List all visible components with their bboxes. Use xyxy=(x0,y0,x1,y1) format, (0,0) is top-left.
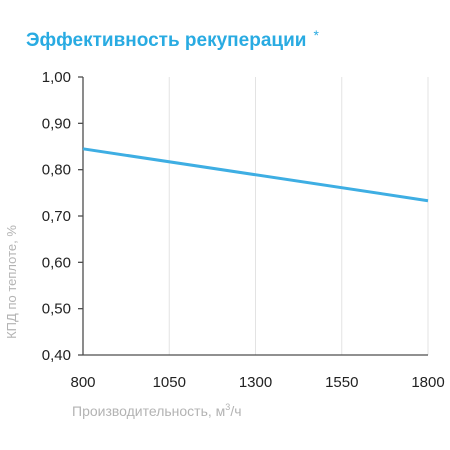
y-tick-labels: 0,40 0,50 0,60 0,70 0,80 0,90 1,00 xyxy=(42,69,71,364)
x-tick-labels: 800 1050 1300 1550 1800 xyxy=(70,374,444,391)
x-tick-label-4: 1800 xyxy=(411,374,444,391)
y-tick-label-1: 0,50 xyxy=(42,301,71,318)
x-tick-label-3: 1550 xyxy=(325,374,358,391)
grid-lines xyxy=(168,77,429,355)
y-tick-label-2: 0,60 xyxy=(42,254,71,271)
x-tick-label-1: 1050 xyxy=(153,374,186,391)
series-line-0 xyxy=(82,147,429,203)
chart-title: Эффективность рекуперации * xyxy=(26,27,319,51)
series-lines xyxy=(82,147,429,203)
y-tick-label-4: 0,80 xyxy=(42,162,71,179)
x-axis-title: Производительность, м3/ч xyxy=(72,402,242,419)
y-tick-label-3: 0,70 xyxy=(42,208,71,225)
chart-title-text: Эффективность рекуперации xyxy=(26,30,306,51)
y-axis-title: КПД по теплоте, % xyxy=(4,225,19,339)
y-tick-label-6: 1,00 xyxy=(42,69,71,86)
x-axis-title-tail: /ч xyxy=(230,403,241,419)
chart-title-mark: * xyxy=(313,27,319,43)
y-tick-label-5: 0,90 xyxy=(42,115,71,132)
x-axis-title-main: Производительность, м xyxy=(72,403,225,419)
x-axis-title-sup: 3 xyxy=(225,402,230,412)
axes xyxy=(78,76,428,356)
x-tick-label-0: 800 xyxy=(70,374,95,391)
y-tick-label-0: 0,40 xyxy=(42,347,71,364)
x-tick-label-2: 1300 xyxy=(239,374,272,391)
